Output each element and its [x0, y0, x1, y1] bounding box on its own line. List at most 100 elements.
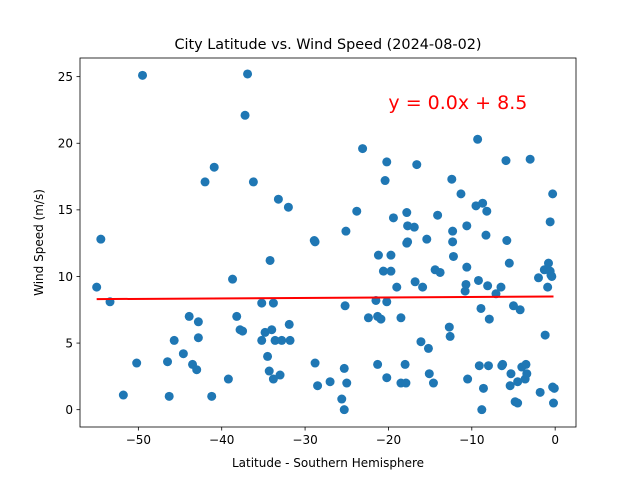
data-point — [402, 208, 412, 218]
data-point — [163, 357, 173, 367]
data-point — [483, 361, 493, 371]
data-point — [267, 325, 277, 335]
data-point — [418, 282, 428, 292]
data-point — [476, 303, 486, 313]
data-point — [382, 297, 392, 307]
data-point — [118, 390, 128, 400]
data-point — [478, 383, 488, 393]
data-point — [505, 381, 515, 391]
data-point — [428, 378, 438, 388]
data-point — [481, 230, 491, 240]
data-point — [461, 279, 471, 289]
data-point — [521, 359, 531, 369]
data-point — [403, 237, 413, 247]
data-point — [352, 206, 362, 216]
y-tick-label: 15 — [58, 203, 73, 217]
data-point — [138, 70, 148, 80]
data-point — [482, 206, 492, 216]
data-point — [513, 398, 523, 408]
data-point — [543, 258, 553, 268]
data-point — [243, 69, 253, 79]
data-point — [412, 160, 422, 170]
x-axis-label: Latitude - Southern Hemisphere — [232, 456, 424, 470]
data-point — [169, 335, 179, 345]
data-point — [545, 217, 555, 227]
data-point — [525, 154, 535, 164]
data-point — [473, 275, 483, 285]
data-point — [396, 313, 406, 323]
y-tick-label: 25 — [58, 70, 73, 84]
data-point — [515, 305, 525, 315]
data-point — [382, 373, 392, 383]
y-axis-label: Wind Speed (m/s) — [32, 189, 46, 296]
data-point — [386, 250, 396, 260]
plot-frame — [79, 57, 577, 428]
points-layer — [92, 69, 559, 415]
data-point — [422, 234, 432, 244]
y-tick-label: 20 — [58, 137, 73, 151]
data-point — [240, 110, 250, 120]
data-point — [341, 226, 351, 236]
regression-layer — [96, 295, 554, 301]
data-point — [200, 177, 210, 187]
data-point — [339, 363, 349, 373]
data-point — [380, 176, 390, 186]
data-point — [501, 156, 511, 166]
y-tick-label: 0 — [65, 403, 73, 417]
data-point — [178, 349, 188, 359]
data-point — [401, 378, 411, 388]
data-point — [164, 391, 174, 401]
x-tick-label: −20 — [376, 433, 401, 447]
data-point — [285, 335, 295, 345]
data-point — [448, 251, 458, 261]
data-point — [535, 387, 545, 397]
data-point — [540, 330, 550, 340]
data-point — [132, 358, 142, 368]
data-point — [445, 331, 455, 341]
data-point — [325, 377, 335, 387]
data-point — [238, 326, 248, 336]
data-point — [400, 359, 410, 369]
data-point — [433, 210, 443, 220]
data-point — [257, 335, 267, 345]
x-tick-label: 0 — [551, 433, 559, 447]
data-point — [268, 298, 278, 308]
data-point — [358, 144, 368, 154]
data-point — [484, 314, 494, 324]
data-point — [410, 277, 420, 287]
data-point — [337, 394, 347, 404]
data-point — [474, 361, 484, 371]
data-point — [463, 374, 473, 384]
y-tick-label: 5 — [65, 336, 73, 350]
data-point — [423, 343, 433, 353]
data-point — [444, 322, 454, 332]
data-point — [508, 301, 518, 311]
data-point — [543, 282, 553, 292]
data-point — [310, 237, 320, 247]
data-point — [277, 335, 287, 345]
x-tick-label: −10 — [459, 433, 484, 447]
data-point — [386, 266, 396, 276]
data-point — [184, 311, 194, 321]
data-point — [378, 266, 388, 276]
data-point — [462, 262, 472, 272]
data-point — [209, 162, 219, 172]
data-point — [264, 366, 274, 376]
data-point — [460, 286, 470, 296]
data-point — [263, 351, 273, 361]
chart-title: City Latitude vs. Wind Speed (2024-08-02… — [174, 37, 481, 53]
data-point — [228, 274, 238, 284]
data-point — [513, 377, 523, 387]
data-point — [248, 177, 258, 187]
data-point — [363, 313, 373, 323]
data-point — [549, 383, 559, 393]
data-point — [416, 337, 426, 347]
data-point — [310, 358, 320, 368]
data-point — [547, 271, 557, 281]
data-point — [275, 370, 285, 380]
data-point — [265, 255, 275, 265]
data-point — [340, 301, 350, 311]
data-point — [477, 405, 487, 415]
data-point — [193, 333, 203, 343]
data-point — [504, 258, 514, 268]
